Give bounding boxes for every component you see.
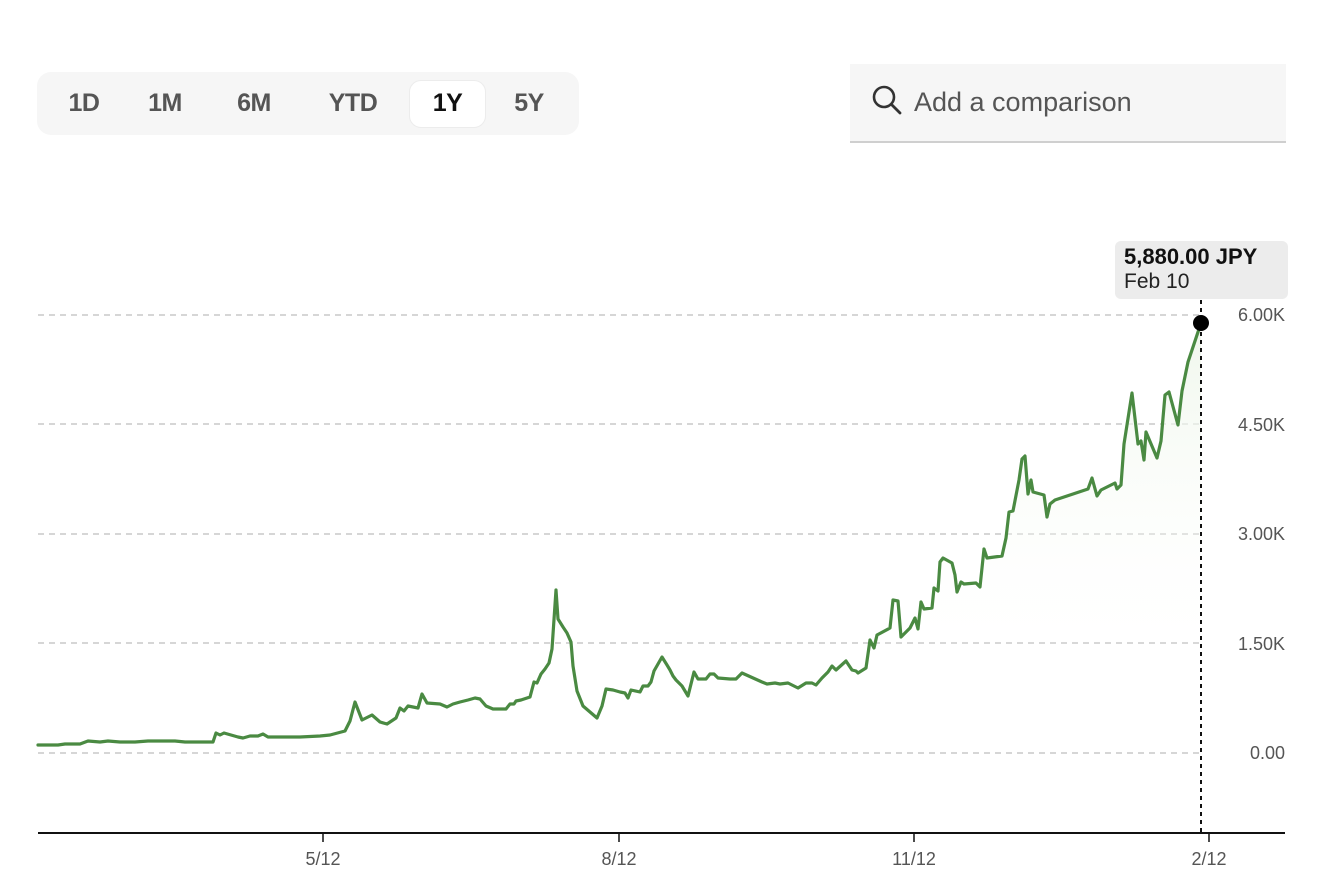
range-1y-button[interactable]: 1Y [409,79,486,128]
comparison-search[interactable] [850,64,1286,143]
x-tick-feb: 2/12 [1191,849,1227,869]
y-tick-4500: 4.50K [1237,415,1285,435]
price-line [36,321,1203,747]
price-area-fill [860,323,1201,668]
search-icon [870,83,914,122]
x-axis-ticks [322,833,1210,842]
y-tick-3000: 3.00K [1237,524,1285,544]
y-tick-1500: 1.50K [1237,634,1285,654]
range-1m-button[interactable]: 1M [148,89,182,117]
y-tick-6000: 6.00K [1237,305,1285,325]
range-ytd-button[interactable]: YTD [328,89,378,117]
comparison-input[interactable] [914,87,1274,118]
price-tooltip: 5,880.00 JPY Feb 10 [1115,241,1288,299]
x-tick-may: 5/12 [305,849,341,869]
tooltip-price: 5,880.00 JPY [1124,244,1258,269]
x-tick-nov: 11/12 [892,849,936,869]
range-6m-button[interactable]: 6M [237,89,271,117]
range-selector: 1D 1M 6M YTD 1Y 5Y [37,72,579,135]
range-5y-button[interactable]: 5Y [514,89,544,117]
range-1d-button[interactable]: 1D [68,89,100,117]
x-tick-aug: 8/12 [601,849,637,869]
tooltip-date: Feb 10 [1124,270,1190,293]
current-point-marker [1193,315,1209,331]
y-tick-0: 0.00 [1249,743,1285,763]
